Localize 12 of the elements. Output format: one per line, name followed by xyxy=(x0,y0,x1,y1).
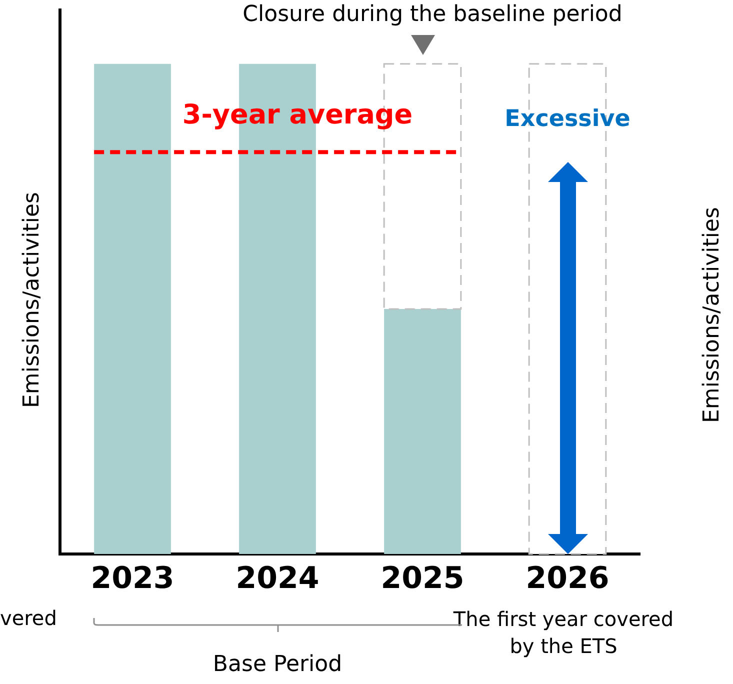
text: Closure during the baseline period xyxy=(242,2,622,27)
text: Base Period xyxy=(212,652,342,677)
text: vered xyxy=(0,606,57,630)
x-tick-label: 2026 xyxy=(526,560,610,596)
x-tick-label: 2024 xyxy=(236,560,320,596)
y2-axis-title: Emissions/activities xyxy=(700,207,724,423)
x-tick-label: 2023 xyxy=(90,560,174,596)
ref-line-label: 3-year average xyxy=(182,100,413,131)
text: The first year covered by the ETS xyxy=(452,606,675,660)
x-tick-label: 2025 xyxy=(380,560,464,596)
annotation: Excessive xyxy=(504,106,630,132)
y-axis-title: Emissions/activities xyxy=(20,192,44,408)
